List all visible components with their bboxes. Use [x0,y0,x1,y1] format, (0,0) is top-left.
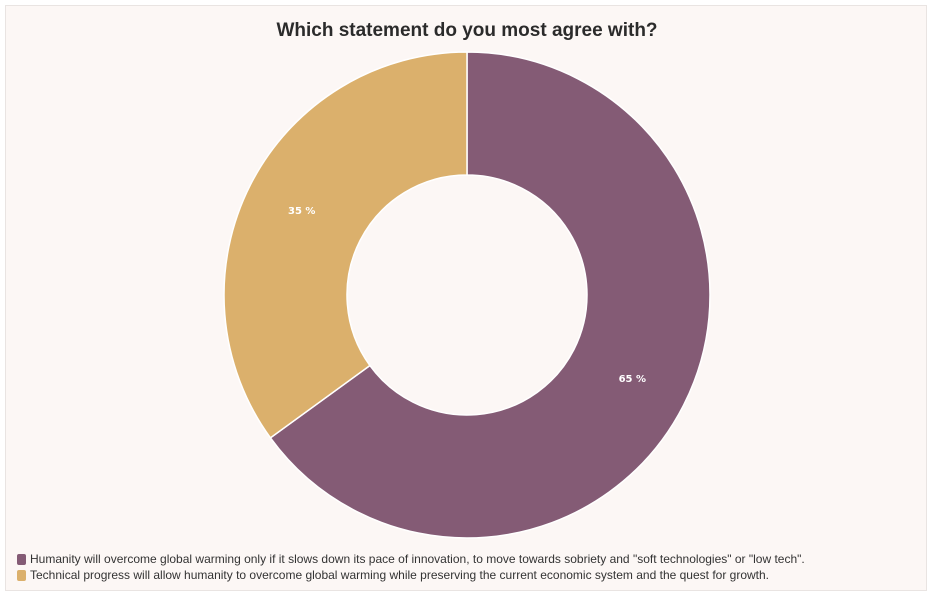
legend-item[interactable]: Technical progress will allow humanity t… [17,567,805,583]
chart-container: Which statement do you most agree with? … [5,5,927,591]
chart-title: Which statement do you most agree with? [276,20,658,41]
legend-swatch [17,553,26,565]
legend: Humanity will overcome global warming on… [17,551,805,583]
legend-item[interactable]: Humanity will overcome global warming on… [17,551,805,567]
donut-slice[interactable] [269,51,711,539]
slice-data-label: 65 % [619,374,646,385]
legend-label: Humanity will overcome global warming on… [30,552,805,566]
donut-chart: 65 % 35 % [223,51,711,539]
legend-swatch [17,569,26,581]
donut-slice[interactable] [223,51,468,439]
legend-label: Technical progress will allow humanity t… [30,568,770,582]
slice-data-label: 35 % [288,206,315,217]
